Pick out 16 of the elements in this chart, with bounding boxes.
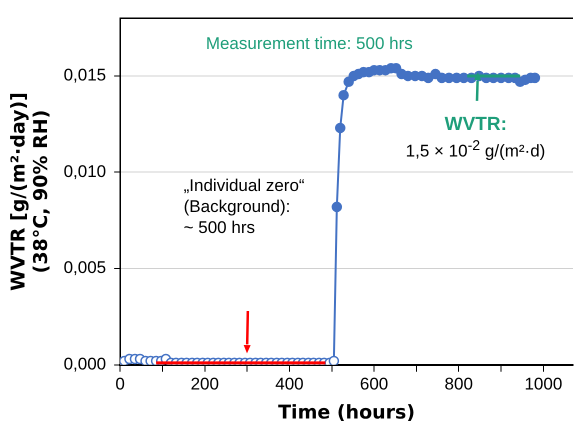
x-tick-label: 1000 <box>524 374 562 394</box>
annotation: Measurement time: 500 hrs <box>206 32 413 54</box>
y-tick-label: 0,000 <box>64 354 106 374</box>
y-tick-label: 0,005 <box>64 258 106 278</box>
y-axis-title: WVTR [g/(m²·day)] (38°C, 90% RH) <box>7 92 52 291</box>
x-tick-label: 400 <box>275 374 304 394</box>
x-tick-label: 200 <box>190 374 219 394</box>
x-tick-label: 600 <box>360 374 388 394</box>
annotation: 1,5 × 10$^{-2}$ g/(m²·d) <box>406 137 546 162</box>
y-tick-label: 0,015 <box>64 66 106 85</box>
annotation: WVTR: <box>444 114 507 135</box>
annotation: „Individual zero“ (Background): ~ 500 hrs <box>184 175 305 238</box>
x-tick-label: 800 <box>444 374 473 394</box>
x-tick-label: 0 <box>115 374 125 394</box>
x-axis-title: Time (hours) <box>278 402 416 424</box>
y-tick-label: 0,010 <box>64 162 106 181</box>
